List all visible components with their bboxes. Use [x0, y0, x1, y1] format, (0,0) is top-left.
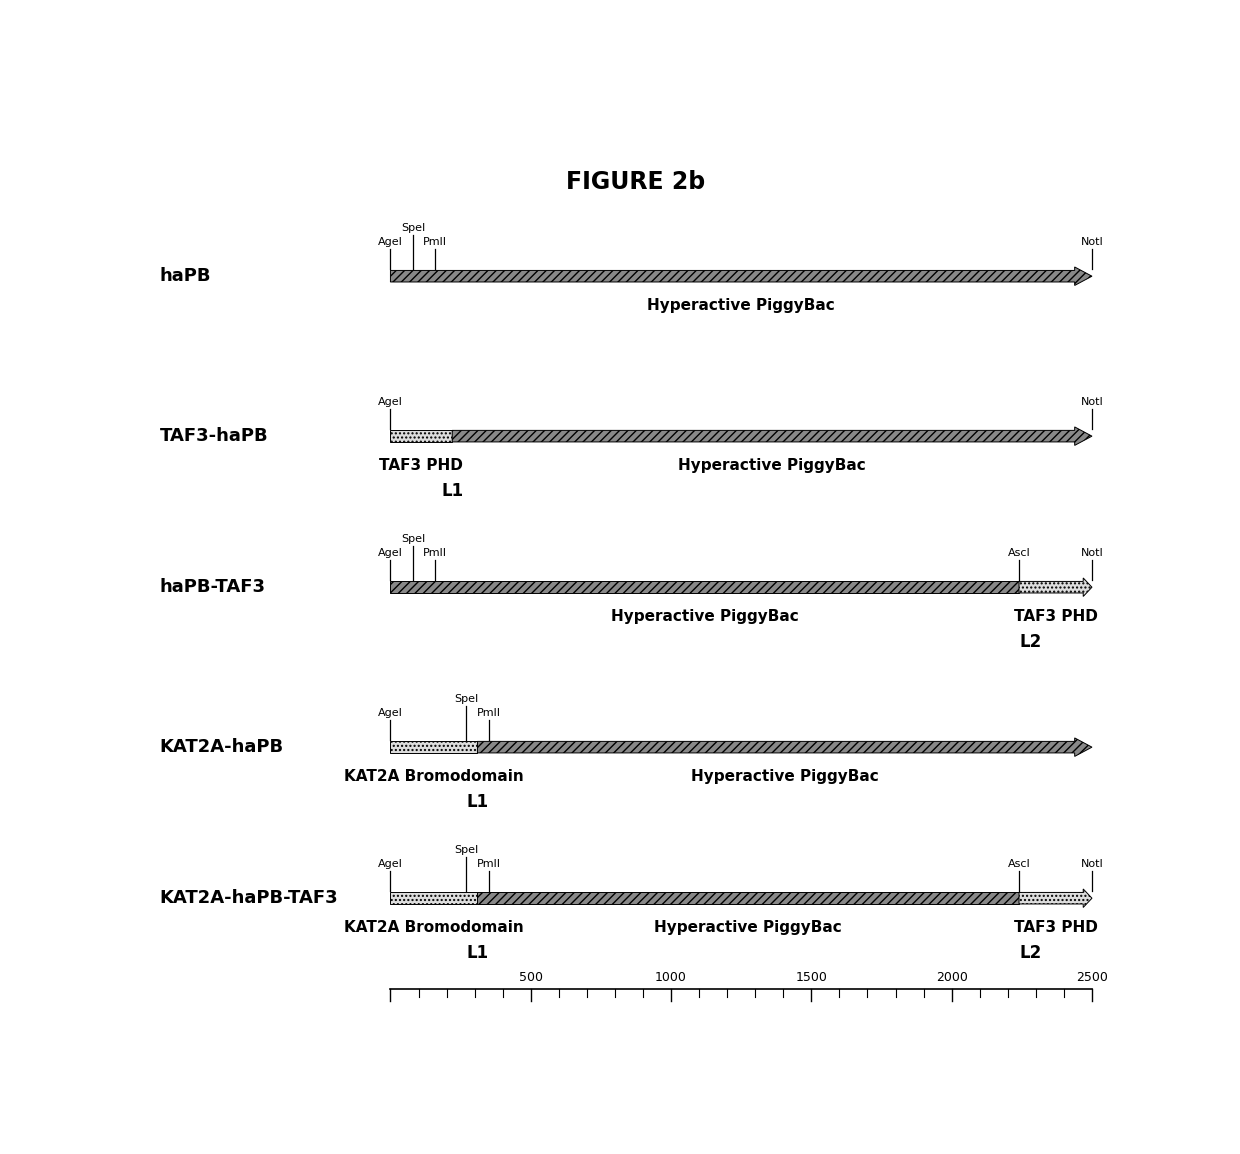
Text: AscI: AscI [1008, 860, 1030, 869]
Text: AgeI: AgeI [378, 548, 403, 559]
Text: KAT2A-haPB-TAF3: KAT2A-haPB-TAF3 [160, 890, 339, 907]
Text: Hyperactive PiggyBac: Hyperactive PiggyBac [691, 770, 879, 785]
Text: 2500: 2500 [1076, 972, 1107, 984]
FancyArrow shape [477, 737, 1092, 756]
Text: 500: 500 [518, 972, 543, 984]
Text: NotI: NotI [1080, 860, 1104, 869]
FancyArrow shape [391, 582, 1019, 593]
Text: L2: L2 [1019, 944, 1042, 962]
Text: PmlI: PmlI [476, 860, 501, 869]
Text: Hyperactive PiggyBac: Hyperactive PiggyBac [655, 921, 842, 936]
FancyArrow shape [391, 267, 1092, 285]
Text: AgeI: AgeI [378, 860, 403, 869]
Text: Hyperactive PiggyBac: Hyperactive PiggyBac [611, 609, 799, 624]
Text: SpeI: SpeI [401, 223, 425, 233]
Text: KAT2A Bromodomain: KAT2A Bromodomain [343, 770, 523, 785]
FancyArrow shape [391, 741, 477, 752]
Text: TAF3-haPB: TAF3-haPB [160, 427, 268, 445]
Text: Hyperactive PiggyBac: Hyperactive PiggyBac [678, 458, 866, 473]
Text: TAF3 PHD: TAF3 PHD [379, 458, 464, 473]
Text: haPB-TAF3: haPB-TAF3 [160, 578, 265, 597]
Text: PmlI: PmlI [476, 709, 501, 718]
FancyArrow shape [391, 430, 453, 442]
Text: NotI: NotI [1080, 548, 1104, 559]
Text: L2: L2 [1019, 634, 1042, 651]
FancyArrow shape [1019, 578, 1092, 597]
FancyArrow shape [477, 892, 1019, 904]
Text: PmlI: PmlI [423, 238, 448, 247]
Text: 1500: 1500 [795, 972, 827, 984]
Text: FIGURE 2b: FIGURE 2b [565, 170, 706, 194]
Text: KAT2A Bromodomain: KAT2A Bromodomain [343, 921, 523, 936]
Text: AgeI: AgeI [378, 397, 403, 407]
FancyArrow shape [391, 892, 477, 904]
Text: SpeI: SpeI [401, 534, 425, 545]
Text: L1: L1 [441, 482, 464, 501]
Text: 1000: 1000 [655, 972, 687, 984]
Text: L1: L1 [466, 793, 489, 811]
Text: AscI: AscI [1008, 548, 1030, 559]
Text: TAF3 PHD: TAF3 PHD [1013, 921, 1097, 936]
Text: KAT2A-haPB: KAT2A-haPB [160, 739, 284, 756]
Text: NotI: NotI [1080, 238, 1104, 247]
Text: L1: L1 [466, 944, 489, 962]
Text: Hyperactive PiggyBac: Hyperactive PiggyBac [647, 299, 835, 314]
Text: AgeI: AgeI [378, 709, 403, 718]
Text: NotI: NotI [1080, 397, 1104, 407]
Text: 2000: 2000 [936, 972, 967, 984]
Text: PmlI: PmlI [423, 548, 448, 559]
Text: TAF3 PHD: TAF3 PHD [1013, 609, 1097, 624]
Text: haPB: haPB [160, 268, 211, 285]
Text: SpeI: SpeI [454, 694, 479, 704]
FancyArrow shape [453, 427, 1092, 445]
Text: SpeI: SpeI [454, 845, 479, 855]
Text: AgeI: AgeI [378, 238, 403, 247]
FancyArrow shape [1019, 889, 1092, 907]
